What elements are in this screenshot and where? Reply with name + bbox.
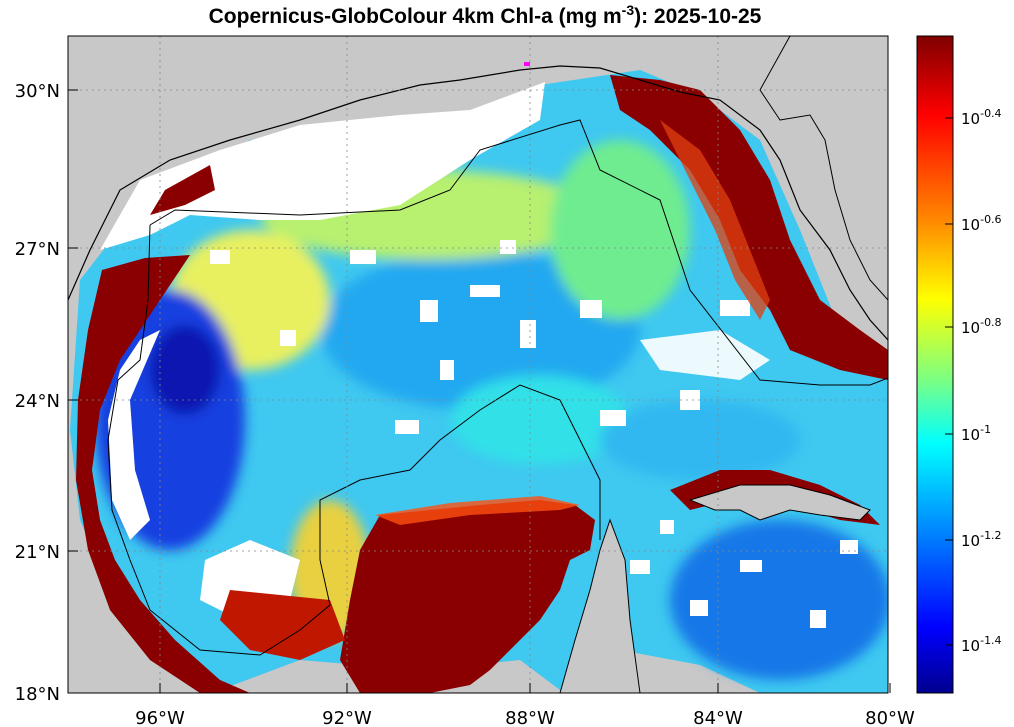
florida-peninsula <box>759 36 888 301</box>
colorbar-tick-label: 10-1.2 <box>961 529 1002 550</box>
magenta-marker-north <box>524 62 530 66</box>
campeche-bank-orange <box>375 496 580 525</box>
central-cyan-patch <box>450 375 630 465</box>
lon-tick-label: 88°W <box>505 708 555 727</box>
lon-tick-label: 84°W <box>693 708 743 727</box>
open-gulf-patch <box>320 250 640 410</box>
plot-frame <box>67 35 889 694</box>
lat-tick-label: 30°N <box>15 81 60 102</box>
cuba <box>688 484 871 521</box>
map-title: Copernicus-GlobColour 4km Chl-a (mg m-3)… <box>208 2 762 28</box>
gulf-straits-patch <box>600 400 800 480</box>
lat-tick-label: 24°N <box>15 391 60 412</box>
lon-tick-label: 80°W <box>865 708 915 727</box>
northern-shelf-no-data <box>100 82 545 250</box>
southwest-deep-blue-patch <box>150 325 220 415</box>
eez-boundary-west <box>107 224 601 656</box>
west-florida-shelf-orange <box>660 120 770 320</box>
latitude-labels: 30°N 27°N 24°N 21°N 18°N <box>15 81 60 705</box>
longitude-labels: 96°W 92°W 88°W 84°W 80°W <box>135 708 915 727</box>
scattered-no-data <box>210 240 858 652</box>
tabasco-coast-high <box>220 590 345 660</box>
colorbar-tick-label: 10-0.6 <box>961 213 1002 234</box>
lat-tick-label: 21°N <box>15 542 60 563</box>
lon-tick-label: 92°W <box>322 708 372 727</box>
eez-boundary-north <box>149 119 888 386</box>
colorbar-tick-label: 10-0.4 <box>961 107 1002 128</box>
lon-tick-label: 96°W <box>135 708 185 727</box>
campeche-bank-high <box>340 500 595 693</box>
colorbar <box>916 35 954 694</box>
louisiana-coast-high <box>150 165 215 215</box>
lat-tick-label: 27°N <box>15 239 60 260</box>
colorbar-tick-label: 10-1 <box>961 423 991 444</box>
yucatan-peninsula <box>559 518 641 693</box>
colorbar-tick-label: 10-0.8 <box>961 316 1002 337</box>
lat-tick-label: 18°N <box>15 684 60 705</box>
western-no-data <box>108 330 160 540</box>
caribbean-blue-patch <box>670 520 888 680</box>
texas-coast-high <box>76 255 250 693</box>
colorbar-tick-label: 10-1.4 <box>961 634 1002 655</box>
eastern-green-patch <box>550 140 690 320</box>
eastern-no-data <box>640 330 770 380</box>
coastline <box>68 65 888 341</box>
colorbar-labels: 10-0.4 10-0.6 10-0.8 10-1 10-1.2 10-1.4 <box>945 107 1002 655</box>
